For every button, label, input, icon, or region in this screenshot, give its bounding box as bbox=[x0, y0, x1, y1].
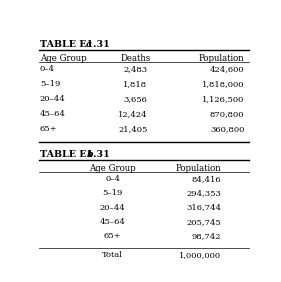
Text: 1,818,000: 1,818,000 bbox=[202, 80, 244, 89]
Text: 45–64: 45–64 bbox=[100, 218, 126, 226]
Text: b: b bbox=[86, 150, 93, 159]
Text: 20–44: 20–44 bbox=[40, 95, 65, 103]
Text: 1,818: 1,818 bbox=[123, 80, 148, 89]
Text: 65+: 65+ bbox=[40, 125, 57, 133]
Text: 205,745: 205,745 bbox=[186, 218, 221, 226]
Text: 424,600: 424,600 bbox=[210, 65, 244, 73]
Text: TABLE E1.31: TABLE E1.31 bbox=[40, 40, 110, 49]
Text: Age Group: Age Group bbox=[89, 164, 136, 173]
Text: 98,742: 98,742 bbox=[192, 232, 221, 240]
Text: Age Group: Age Group bbox=[40, 54, 86, 63]
Text: 294,353: 294,353 bbox=[186, 190, 221, 197]
Text: 45–64: 45–64 bbox=[40, 111, 66, 118]
Text: 12,424: 12,424 bbox=[118, 111, 148, 118]
Text: 1,000,000: 1,000,000 bbox=[179, 251, 221, 259]
Text: 870,800: 870,800 bbox=[210, 111, 244, 118]
Text: 1,126,500: 1,126,500 bbox=[202, 95, 244, 103]
Text: a: a bbox=[86, 40, 92, 49]
Text: 65+: 65+ bbox=[104, 232, 121, 240]
Text: 84,416: 84,416 bbox=[191, 175, 221, 183]
Text: TABLE E1.31: TABLE E1.31 bbox=[40, 150, 110, 159]
Text: Total: Total bbox=[102, 251, 123, 259]
Text: 2,483: 2,483 bbox=[123, 65, 148, 73]
Text: Population: Population bbox=[199, 54, 244, 63]
Text: 21,405: 21,405 bbox=[118, 125, 148, 133]
Text: 0–4: 0–4 bbox=[40, 65, 55, 73]
Text: 360,800: 360,800 bbox=[210, 125, 244, 133]
Text: 5–19: 5–19 bbox=[40, 80, 60, 89]
Text: 316,744: 316,744 bbox=[186, 204, 221, 212]
Text: Deaths: Deaths bbox=[121, 54, 151, 63]
Text: 0–4: 0–4 bbox=[105, 175, 120, 183]
Text: 3,656: 3,656 bbox=[124, 95, 148, 103]
Text: 5–19: 5–19 bbox=[103, 190, 123, 197]
Text: Population: Population bbox=[176, 164, 221, 173]
Text: 20–44: 20–44 bbox=[100, 204, 126, 212]
